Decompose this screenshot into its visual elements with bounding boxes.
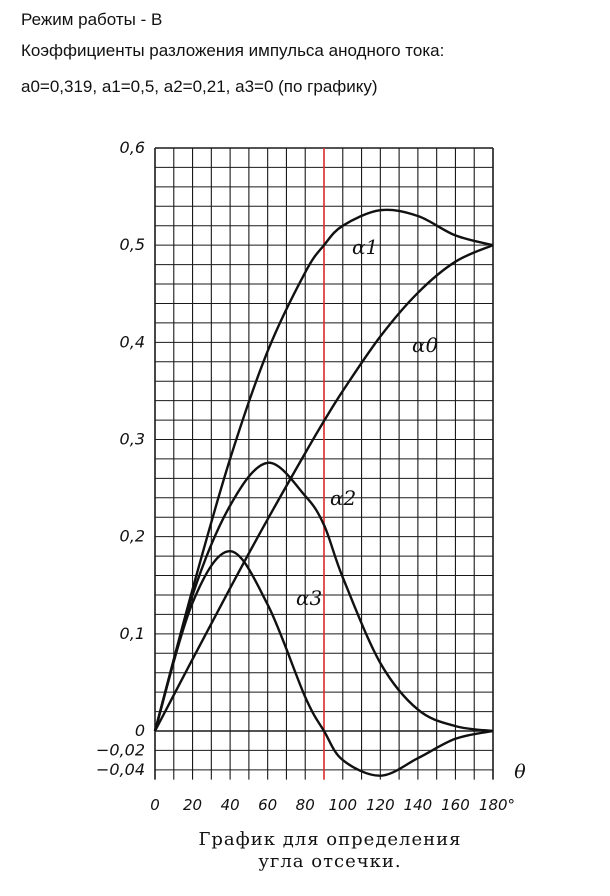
x-tick-label: 60 <box>258 796 277 814</box>
x-axis-label: θ <box>514 761 526 783</box>
y-tick-label: 0 <box>135 721 145 740</box>
x-tick-label: 80 <box>296 796 315 814</box>
series-alpha0-label: α0 <box>412 333 439 357</box>
chart-caption-line1: График для определения <box>198 829 462 850</box>
chart-caption-line2: угла отсечки. <box>258 851 402 872</box>
x-tick-label: 0 <box>150 796 160 814</box>
x-tick-label: 140 <box>404 796 433 814</box>
y-tick-label: 0,5 <box>120 235 145 254</box>
series-alpha2-label: α2 <box>330 486 356 510</box>
series-alpha3-label: α3 <box>296 586 322 610</box>
series-alpha3-curve <box>153 549 494 777</box>
y-tick-label: 0,6 <box>120 138 145 157</box>
series-alpha1-label: α1 <box>352 235 378 259</box>
x-tick-label: 180° <box>479 796 515 814</box>
mode-label: Режим работы - В <box>21 10 163 29</box>
x-tick-label: 40 <box>221 796 240 814</box>
coefficients-values: а0=0,319, а1=0,5, а2=0,21, а3=0 (по граф… <box>21 77 378 96</box>
x-tick-label: 100 <box>328 796 357 814</box>
x-tick-label: 120 <box>366 796 395 814</box>
coefficients-heading: Коэффициенты разложения импульса анодног… <box>21 41 445 60</box>
series-alpha1-curve <box>153 208 494 732</box>
series-alpha0-curve <box>153 244 494 732</box>
y-tick-label: 0,2 <box>120 527 145 546</box>
y-tick-label: 0,4 <box>120 332 145 351</box>
y-tick-label: −0,04 <box>96 760 145 779</box>
x-tick-label: 160 <box>441 796 470 814</box>
series-alpha2-curve <box>153 461 494 733</box>
y-tick-label: −0,02 <box>96 740 145 759</box>
x-tick-label: 20 <box>183 796 202 814</box>
y-tick-label: 0,3 <box>120 430 145 449</box>
y-tick-label: 0,1 <box>120 624 145 643</box>
